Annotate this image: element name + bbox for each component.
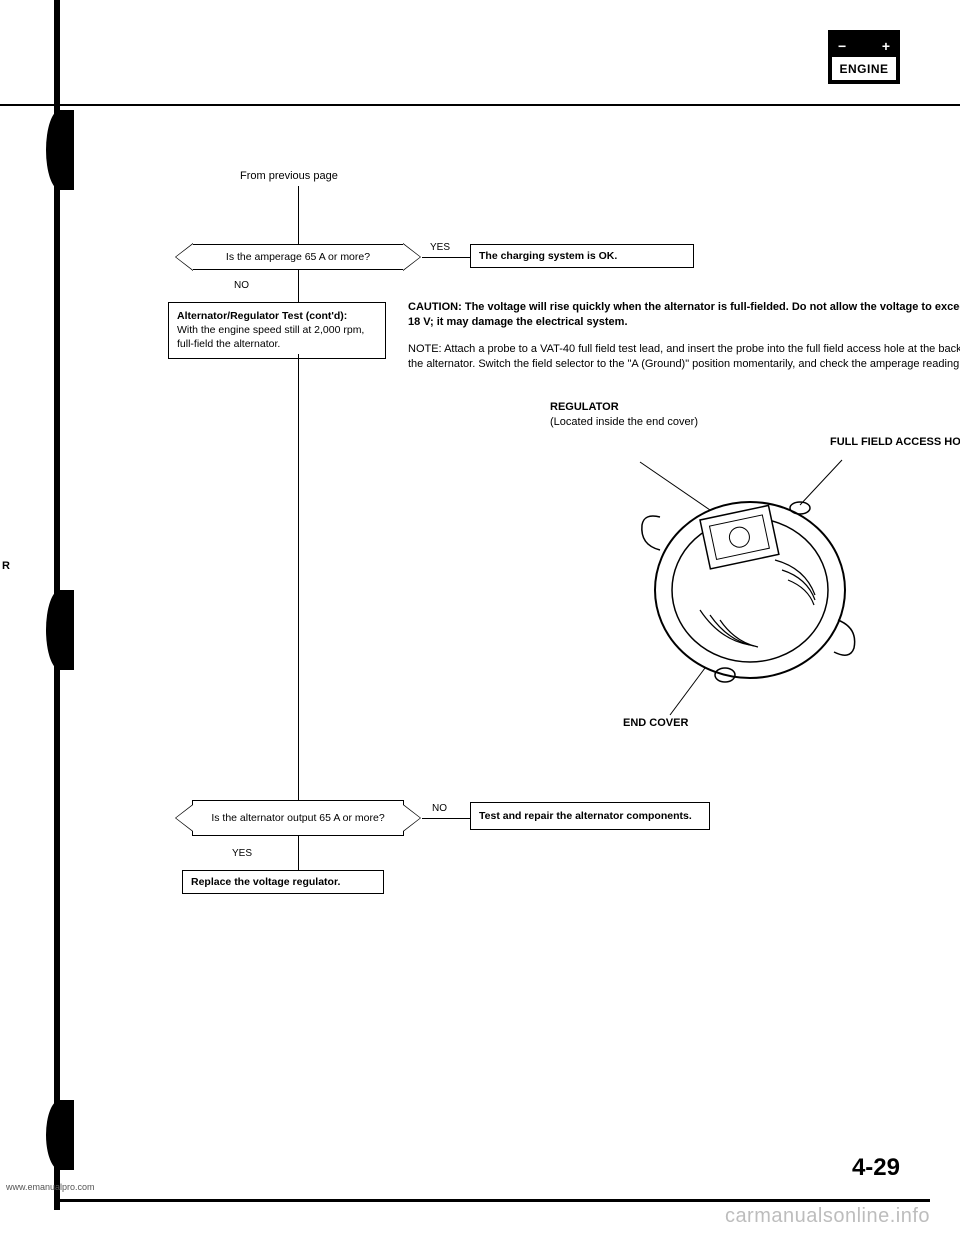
result-ok-text: The charging system is OK. (479, 249, 617, 263)
top-rule (60, 104, 960, 106)
badge-minus: − (838, 38, 846, 54)
decision-output: Is the alternator output 65 A or more? (192, 800, 404, 836)
no-label-2: NO (432, 803, 447, 814)
badge-plus: + (882, 38, 890, 54)
from-previous-label: From previous page (240, 170, 338, 182)
page-content: − + ENGINE From previous page Is the amp… (60, 0, 940, 1242)
caution-body: The voltage will rise quickly when the a… (408, 301, 960, 328)
note-body: Attach a probe to a VAT-40 full field te… (408, 343, 960, 370)
result-test-text: Test and repair the alternator component… (479, 810, 692, 822)
connector (298, 270, 299, 302)
note-text: NOTE: Attach a probe to a VAT-40 full fi… (408, 342, 960, 373)
result-test-box: Test and repair the alternator component… (470, 802, 710, 830)
result-replace-box: Replace the voltage regulator. (182, 870, 384, 894)
alternator-diagram (610, 450, 890, 770)
fullfield-label: FULL FIELD ACCESS HOLE (830, 436, 960, 449)
connector (298, 186, 299, 244)
caution-text: CAUTION: The voltage will rise quickly w… (408, 300, 960, 331)
decision-text: Is the amperage 65 A or more? (226, 251, 370, 263)
no-label: NO (234, 280, 249, 291)
regulator-title: REGULATOR (550, 401, 619, 413)
page-number: 4-29 (852, 1154, 900, 1182)
connector (298, 836, 299, 870)
watermark: carmanualsonline.info (725, 1205, 930, 1228)
connector (422, 257, 470, 258)
note-label: NOTE: (408, 343, 442, 355)
bottom-rule (60, 1199, 930, 1202)
connector (422, 818, 470, 819)
regulator-sub: (Located inside the end cover) (550, 416, 698, 428)
footer-url: www.emanualpro.com (6, 1182, 95, 1192)
regulator-label: REGULATOR (Located inside the end cover) (550, 400, 698, 431)
yes-label: YES (430, 242, 450, 253)
badge-label: ENGINE (832, 57, 896, 80)
margin-char: R (2, 560, 10, 572)
result-replace-text: Replace the voltage regulator. (191, 875, 340, 889)
process-title: Alternator/Regulator Test (cont'd): (177, 310, 347, 322)
process-alternator-test: Alternator/Regulator Test (cont'd): With… (168, 302, 386, 359)
yes-label-2: YES (232, 848, 252, 859)
decision-amperage: Is the amperage 65 A or more? (192, 244, 404, 270)
engine-badge: − + ENGINE (828, 30, 900, 84)
rule-left (0, 104, 54, 106)
result-ok-box: The charging system is OK. (470, 244, 694, 268)
caution-label: CAUTION: (408, 301, 462, 313)
decision2-text: Is the alternator output 65 A or more? (211, 812, 384, 824)
badge-top: − + (832, 34, 896, 57)
connector (298, 354, 299, 800)
process-body: With the engine speed still at 2,000 rpm… (177, 324, 364, 350)
